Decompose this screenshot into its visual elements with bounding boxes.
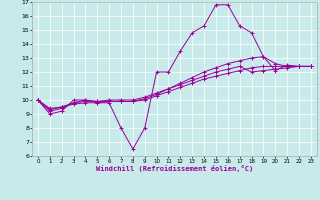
X-axis label: Windchill (Refroidissement éolien,°C): Windchill (Refroidissement éolien,°C) (96, 165, 253, 172)
